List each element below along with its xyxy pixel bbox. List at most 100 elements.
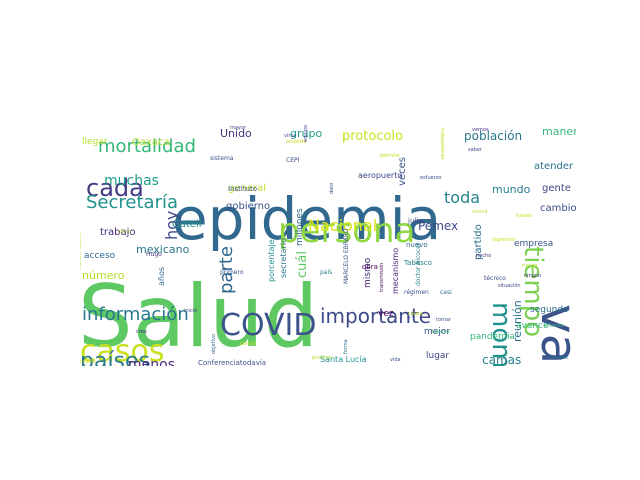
cloud-word: acceso xyxy=(84,251,116,261)
cloud-word: doctor Alcocer xyxy=(415,242,422,286)
cloud-word: inicio xyxy=(184,308,198,314)
cloud-word: forma xyxy=(343,339,349,354)
cloud-word: segundo xyxy=(530,305,569,315)
cloud-word: Unido xyxy=(220,127,252,140)
cloud-word: hecho xyxy=(476,253,492,259)
cloud-word: nuevo xyxy=(406,241,428,249)
cloud-word: Conferenciatodavía xyxy=(198,359,267,367)
cloud-word: informe xyxy=(544,323,564,329)
word-cloud: SaludepidemiasemanavacunapersonaCOVIDcas… xyxy=(80,114,576,366)
cloud-word: MARCELO EBRARD xyxy=(343,228,350,284)
cloud-word: años xyxy=(157,266,166,286)
cloud-word: transformación xyxy=(80,232,83,270)
cloud-word: siempre xyxy=(548,355,569,361)
cloud-word: número xyxy=(82,269,125,282)
cloud-word: gente xyxy=(542,183,571,194)
cloud-word: menos xyxy=(128,357,175,366)
cloud-word: cuál xyxy=(295,251,310,278)
cloud-word: positivo xyxy=(312,355,332,361)
cloud-word: permite xyxy=(380,153,400,159)
cloud-word: Salud xyxy=(80,267,319,366)
cloud-word: Gatell xyxy=(172,219,202,230)
cloud-word: objetivo xyxy=(211,333,217,354)
cloud-word: epidemia xyxy=(172,185,442,253)
cloud-word: través xyxy=(516,213,532,219)
cloud-word: dato xyxy=(329,182,335,194)
cloud-word: mejor xyxy=(424,327,451,337)
cloud-word: causa xyxy=(408,311,423,317)
cloud-word: sistema xyxy=(210,155,234,162)
cloud-word: Hugo xyxy=(146,251,162,258)
cloud-word: porcentaje xyxy=(267,239,276,282)
cloud-word: Lozoya xyxy=(432,329,450,335)
cloud-word: cinco xyxy=(118,229,132,235)
cloud-word: ningún xyxy=(524,273,542,279)
cloud-word: tomar xyxy=(436,317,452,323)
cloud-word: trabajadores xyxy=(439,128,445,160)
cloud-word: Oaxaca xyxy=(132,137,170,148)
cloud-word: aeropuerto xyxy=(358,171,403,180)
cloud-word: 1º xyxy=(406,311,415,320)
cloud-word: mortalidad xyxy=(98,136,196,157)
cloud-word: empresa xyxy=(514,239,554,249)
cloud-word: nunca xyxy=(472,209,488,215)
cloud-word: régimen xyxy=(404,289,429,296)
cloud-word: país xyxy=(320,269,333,276)
cloud-word: vemos xyxy=(472,127,489,133)
cloud-word: julio xyxy=(408,217,423,225)
cloud-word: protocolo xyxy=(342,129,403,144)
cloud-word: gobierno xyxy=(226,201,271,212)
cloud-word: Tabasco xyxy=(404,259,432,267)
cloud-word: millones xyxy=(295,208,305,246)
cloud-word: importante xyxy=(320,304,432,328)
cloud-word: Pemex xyxy=(418,219,459,233)
cloud-word: mayor xyxy=(230,125,247,131)
cloud-word: COVID xyxy=(220,308,317,343)
cloud-word: casos xyxy=(80,334,165,367)
cloud-word: obra xyxy=(362,263,378,271)
cloud-word: mecanismo xyxy=(391,247,400,294)
cloud-word: acuerdo xyxy=(286,139,307,145)
cloud-word: ingeniero xyxy=(492,237,516,243)
cloud-word: secretario xyxy=(279,238,288,278)
cloud-word: persona xyxy=(278,211,416,251)
cloud-word: mexicano xyxy=(136,243,190,256)
cloud-word: general xyxy=(228,183,267,194)
cloud-word: llegar xyxy=(82,137,108,147)
cloud-word: manera xyxy=(542,125,576,138)
cloud-word: primero xyxy=(220,269,244,276)
cloud-word: virus xyxy=(284,133,297,139)
cloud-word: casi xyxy=(440,289,452,296)
cloud-word: lugar xyxy=(426,351,450,361)
cloud-word: cambio xyxy=(540,203,576,214)
cloud-word: CEPI xyxy=(286,157,300,164)
cloud-word: técnico xyxy=(484,275,506,282)
cloud-word: transmisión xyxy=(379,262,385,292)
cloud-word: países xyxy=(80,349,151,367)
cloud-word: Secretaría xyxy=(86,192,178,213)
cloud-word: vez xyxy=(378,309,394,319)
cloud-word: muchas xyxy=(104,173,159,189)
cloud-word: esfuerzo xyxy=(420,175,442,181)
cloud-word: equipo xyxy=(303,124,309,142)
cloud-word: saber xyxy=(468,147,482,153)
cloud-word: grupo xyxy=(290,127,323,140)
cloud-word: población xyxy=(464,129,523,143)
cloud-word: mundo xyxy=(492,183,531,196)
cloud-word: cada xyxy=(86,174,144,202)
cloud-word: contar xyxy=(240,341,257,347)
cloud-word: riesgo xyxy=(522,263,538,269)
cloud-word: información xyxy=(82,304,189,325)
cloud-word: pandemia xyxy=(470,332,515,342)
cloud-word: Santa Lucía xyxy=(320,355,367,364)
cloud-word: situación xyxy=(498,283,521,289)
cloud-word: toda xyxy=(444,188,481,207)
cloud-word: avance xyxy=(516,321,549,331)
cloud-word: vida xyxy=(390,357,401,363)
cloud-word: atender xyxy=(534,161,574,172)
cloud-word: creo xyxy=(136,329,147,335)
cloud-word: trabajo xyxy=(100,227,136,238)
cloud-word: camas xyxy=(482,353,522,366)
cloud-word: Nacional xyxy=(308,216,378,235)
cloud-word: Instituto xyxy=(228,185,258,193)
